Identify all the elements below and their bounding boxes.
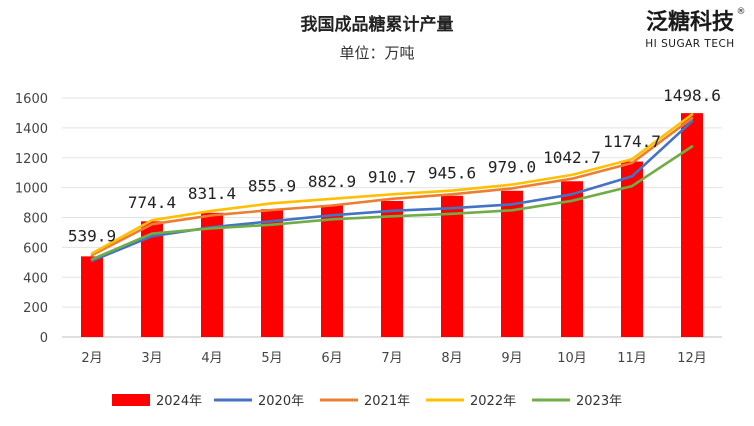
bar-2024-8	[441, 195, 463, 337]
data-label: 855.9	[248, 176, 296, 195]
data-label: 910.7	[368, 167, 416, 186]
x-axis: 2月 3月 4月 5月 6月 7月 8月 9月 10月 11月 12月	[81, 351, 706, 366]
y-tick-label: 1000	[15, 182, 48, 197]
x-tick-label: 12月	[677, 351, 707, 366]
y-tick-label: 0	[40, 331, 48, 346]
legend-label: 2021年	[364, 394, 410, 409]
bar-2024-9	[501, 190, 523, 337]
x-tick-label: 7月	[381, 351, 402, 366]
brand-logo: 泛糖科技 ® HI SUGAR TECH	[645, 7, 745, 50]
bar-2024-11	[621, 161, 643, 337]
legend-label: 2022年	[470, 394, 516, 409]
x-tick-label: 4月	[201, 351, 222, 366]
bar-2024-5	[261, 209, 283, 337]
legend-swatch-2024	[112, 394, 150, 406]
legend: 2024年 2020年 2021年 2022年 2023年	[112, 394, 622, 409]
line-series-group	[90, 113, 694, 263]
line-2023年	[90, 145, 694, 261]
data-label: 1498.6	[663, 86, 721, 105]
line-2022年	[90, 113, 694, 255]
y-tick-label: 1600	[15, 92, 48, 107]
bar-2024-12	[681, 113, 703, 337]
x-tick-label: 11月	[617, 351, 647, 366]
y-tick-label: 600	[23, 241, 48, 256]
y-tick-label: 200	[23, 301, 48, 316]
data-label: 1174.7	[603, 132, 661, 151]
legend-label: 2023年	[576, 394, 622, 409]
chart-title: 我国成品糖累计产量	[301, 14, 454, 35]
bar-2024-3	[141, 221, 163, 337]
x-tick-label: 2月	[81, 351, 102, 366]
y-tick-label: 800	[23, 212, 48, 227]
x-tick-label: 3月	[141, 351, 162, 366]
data-label: 945.6	[428, 164, 476, 183]
x-tick-label: 5月	[261, 351, 282, 366]
legend-label: 2024年	[156, 394, 202, 409]
data-label: 1042.7	[543, 148, 601, 167]
data-label: 831.4	[188, 184, 236, 203]
bar-2024-6	[321, 205, 343, 337]
x-tick-label: 6月	[321, 351, 342, 366]
data-label: 979.0	[488, 158, 536, 177]
y-axis: 0 200 400 600 800 1000 1200 1400 1600	[15, 92, 48, 346]
y-tick-label: 1200	[15, 152, 48, 167]
bar-2024-10	[561, 181, 583, 337]
line-2021年	[90, 116, 694, 257]
data-labels: 539.9 774.4 831.4 855.9 882.9 910.7 945.6 979.0…	[68, 86, 721, 245]
bar-2024-7	[381, 200, 403, 337]
y-tick-label: 1400	[15, 122, 48, 137]
bar-series-2024	[81, 113, 703, 337]
x-tick-label: 9月	[501, 351, 522, 366]
registered-mark-icon: ®	[737, 7, 746, 17]
bar-2024-4	[201, 212, 223, 337]
chart-subtitle: 单位：万吨	[339, 44, 414, 62]
x-tick-label: 10月	[557, 351, 587, 366]
legend-label: 2020年	[258, 394, 304, 409]
data-label: 882.9	[308, 172, 356, 191]
brand-name-en: HI SUGAR TECH	[645, 38, 734, 50]
bar-2024-2	[81, 256, 103, 337]
data-label: 539.9	[68, 226, 116, 245]
brand-name-cn: 泛糖科技	[646, 9, 735, 35]
data-label: 774.4	[128, 193, 176, 212]
y-tick-label: 400	[23, 271, 48, 286]
x-tick-label: 8月	[441, 351, 462, 366]
